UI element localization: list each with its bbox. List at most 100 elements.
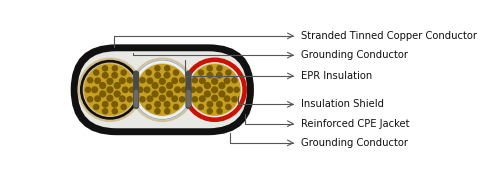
Circle shape — [166, 91, 172, 97]
FancyBboxPatch shape — [78, 51, 247, 128]
Circle shape — [102, 73, 108, 78]
Circle shape — [207, 101, 212, 107]
Circle shape — [232, 97, 237, 102]
Circle shape — [84, 64, 136, 115]
Circle shape — [180, 97, 184, 102]
Circle shape — [232, 78, 237, 83]
Circle shape — [217, 109, 222, 114]
Circle shape — [112, 73, 117, 78]
Circle shape — [174, 70, 178, 75]
Circle shape — [192, 78, 198, 83]
FancyBboxPatch shape — [186, 90, 191, 107]
Text: Stranded Tinned Copper Conductor: Stranded Tinned Copper Conductor — [301, 31, 477, 41]
Circle shape — [88, 97, 92, 102]
FancyBboxPatch shape — [133, 70, 139, 109]
Circle shape — [172, 96, 178, 101]
Text: EPR Insulation: EPR Insulation — [301, 71, 372, 81]
Circle shape — [224, 78, 230, 84]
Circle shape — [95, 78, 100, 84]
Circle shape — [80, 61, 139, 119]
Circle shape — [212, 78, 218, 84]
Circle shape — [190, 87, 196, 92]
Circle shape — [217, 66, 222, 71]
Circle shape — [155, 73, 160, 78]
Circle shape — [200, 78, 205, 84]
FancyBboxPatch shape — [134, 90, 138, 107]
Circle shape — [212, 87, 218, 93]
Circle shape — [94, 70, 99, 75]
Circle shape — [182, 87, 187, 92]
FancyBboxPatch shape — [70, 44, 254, 135]
Circle shape — [130, 58, 194, 121]
Circle shape — [155, 109, 160, 114]
Circle shape — [207, 109, 212, 114]
Circle shape — [136, 63, 189, 116]
Circle shape — [147, 78, 153, 84]
Circle shape — [207, 66, 212, 71]
Circle shape — [140, 78, 145, 83]
Circle shape — [190, 64, 240, 115]
Circle shape — [120, 96, 125, 101]
Circle shape — [146, 104, 151, 110]
Circle shape — [216, 101, 222, 107]
Circle shape — [102, 101, 108, 107]
Circle shape — [212, 95, 218, 101]
Circle shape — [160, 87, 165, 93]
Circle shape — [227, 87, 232, 93]
Circle shape — [175, 87, 180, 93]
Circle shape — [164, 66, 170, 71]
Circle shape — [219, 91, 225, 97]
Circle shape — [234, 87, 239, 92]
Circle shape — [196, 87, 202, 93]
Text: Grounding Conductor: Grounding Conductor — [301, 50, 408, 60]
Circle shape — [160, 95, 165, 101]
Circle shape — [112, 66, 117, 71]
Circle shape — [132, 60, 192, 119]
Text: Grounding Conductor: Grounding Conductor — [301, 138, 408, 148]
Circle shape — [122, 87, 128, 93]
Circle shape — [140, 97, 145, 102]
Circle shape — [100, 91, 105, 97]
Circle shape — [121, 104, 126, 110]
Circle shape — [226, 70, 231, 75]
Circle shape — [88, 78, 92, 83]
Circle shape — [216, 73, 222, 78]
Circle shape — [107, 78, 113, 84]
Circle shape — [204, 83, 210, 88]
Circle shape — [164, 101, 170, 107]
Circle shape — [78, 58, 142, 121]
Circle shape — [180, 78, 184, 83]
Circle shape — [147, 96, 153, 101]
Circle shape — [219, 83, 225, 88]
Circle shape — [84, 63, 136, 116]
Circle shape — [226, 104, 231, 110]
Circle shape — [107, 87, 113, 93]
Text: Reinforced CPE Jacket: Reinforced CPE Jacket — [301, 119, 410, 129]
Circle shape — [107, 95, 113, 101]
Circle shape — [95, 96, 100, 101]
Circle shape — [172, 78, 178, 84]
Circle shape — [102, 66, 108, 71]
Circle shape — [127, 78, 132, 83]
Circle shape — [164, 73, 170, 78]
Circle shape — [155, 101, 160, 107]
Circle shape — [130, 87, 134, 92]
Circle shape — [164, 109, 170, 114]
Circle shape — [138, 87, 143, 92]
Circle shape — [112, 101, 117, 107]
Circle shape — [137, 64, 188, 115]
Circle shape — [200, 96, 205, 101]
Circle shape — [198, 70, 203, 75]
Circle shape — [183, 58, 246, 121]
Circle shape — [86, 87, 90, 92]
Circle shape — [92, 87, 98, 93]
Circle shape — [160, 78, 165, 84]
Circle shape — [121, 70, 126, 75]
Circle shape — [114, 91, 120, 97]
Circle shape — [144, 87, 150, 93]
Circle shape — [146, 70, 151, 75]
Circle shape — [224, 96, 230, 101]
Circle shape — [155, 66, 160, 71]
Circle shape — [166, 83, 172, 88]
Circle shape — [207, 73, 212, 78]
